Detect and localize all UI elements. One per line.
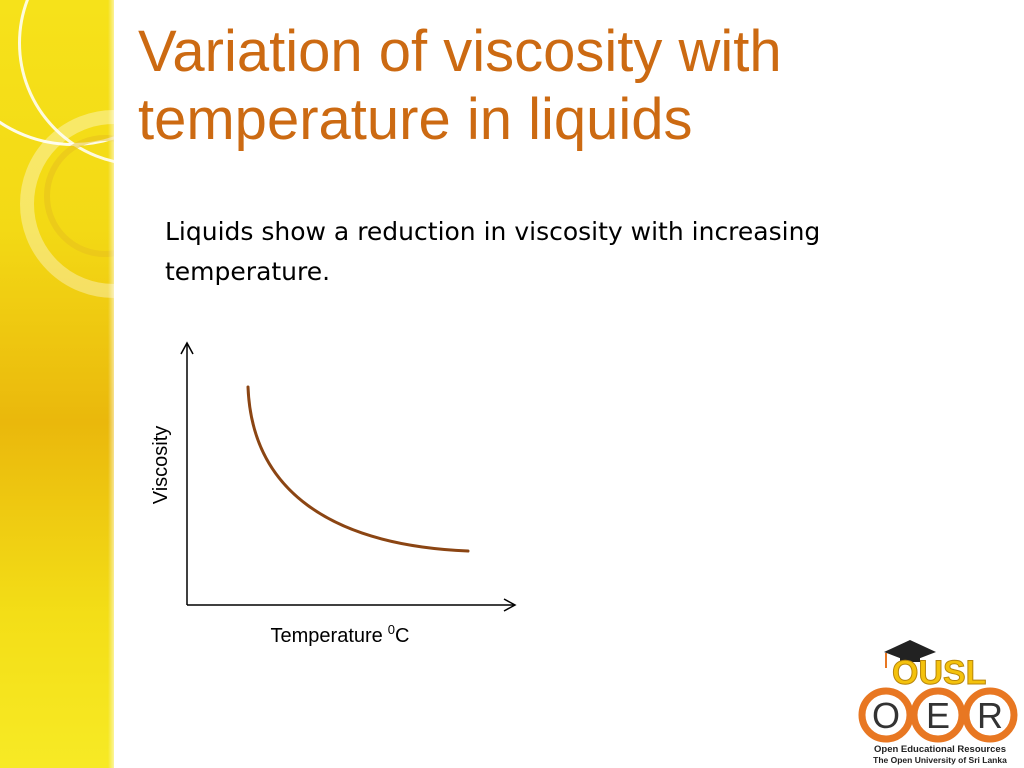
graduation-cap-icon [884, 640, 936, 668]
oer-circle-o [858, 687, 914, 743]
x-axis-label-text: Temperature [271, 625, 383, 647]
slide-title: Variation of viscosity with temperature … [138, 19, 782, 152]
logo-line-2: The Open University of Sri Lanka [873, 755, 1007, 765]
logo-line-1: Open Educational Resources [874, 744, 1006, 755]
oer-letter-r: R [977, 695, 1003, 736]
x-axis-label: Temperature 0C [271, 622, 410, 647]
y-axis-label: Viscosity [150, 426, 172, 505]
oer-letter-o: O [872, 695, 900, 736]
y-axis-arrowhead [180, 341, 194, 355]
slide-body-text: Liquids show a reduction in viscosity wi… [165, 217, 821, 286]
viscosity-curve [246, 385, 470, 553]
oer-circle-e [910, 687, 966, 743]
ousl-wordmark: OUSL [892, 654, 986, 692]
oer-circle-r [962, 687, 1018, 743]
x-axis-arrowhead [503, 598, 517, 612]
side-decoration-band [0, 0, 114, 768]
oer-letter-e: E [926, 695, 950, 736]
ousl-oer-logo: OUSL O E R Open Educational Resources Th… [858, 640, 1018, 765]
viscosity-temperature-diagram: Viscosity Temperature 0C [150, 341, 517, 647]
x-axis-unit: C [395, 625, 409, 647]
x-axis-unit-superscript: 0 [388, 622, 395, 637]
